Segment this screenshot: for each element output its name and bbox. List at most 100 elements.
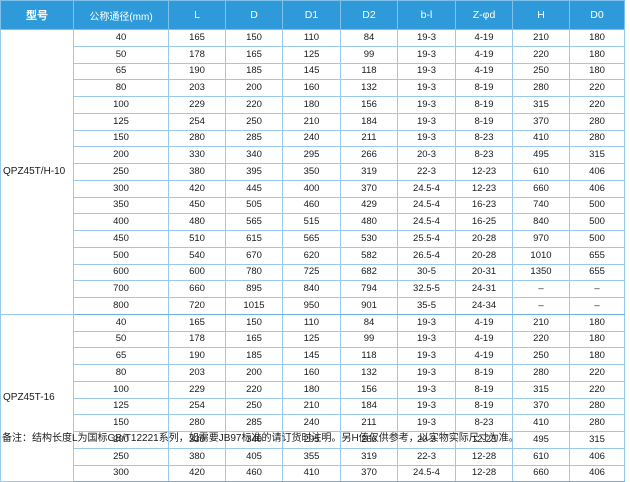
table-cell: 32.5-5: [397, 280, 456, 298]
table-cell: 19-3: [397, 331, 456, 349]
table-cell: 1015: [225, 297, 283, 315]
table-cell: 24.5-4: [397, 197, 456, 215]
table-cell: –: [512, 297, 570, 315]
table-cell: 330: [168, 146, 226, 164]
table-cell: 4-19: [455, 63, 513, 81]
table-row: 800 720 1015 950 901 35-5 24-34– –: [1, 297, 625, 315]
table-cell: 35-5: [397, 297, 456, 315]
table-row: 350 450 505 460 429 24.5-4 16-23 740 500: [1, 197, 625, 215]
table-cell: 250: [73, 163, 169, 181]
table-cell: 178: [168, 46, 226, 64]
table-cell: 211: [340, 414, 398, 432]
table-cell: 125: [73, 113, 169, 131]
table-cell: 8-19: [455, 113, 513, 131]
table-cell: 184: [340, 398, 398, 416]
table-cell: 125: [282, 46, 341, 64]
table-cell: 19-3: [397, 347, 456, 365]
table-cell: 229: [168, 96, 226, 114]
table-cell: 510: [168, 230, 226, 248]
table-cell: 80: [73, 364, 169, 382]
table-cell: 406: [569, 448, 625, 466]
table-row: 50 178 165 125 99 19-3 4-19 220 180: [1, 331, 625, 349]
table-cell: 901: [340, 297, 398, 315]
table-cell: 505: [225, 197, 283, 215]
table-cell: 480: [168, 213, 226, 231]
table-cell: 180: [569, 63, 625, 81]
table-cell: 220: [569, 96, 625, 114]
table-cell: 300: [73, 180, 169, 198]
table-cell: 220: [512, 46, 570, 64]
table-cell: 180: [569, 29, 625, 47]
table-cell: 12-28: [455, 448, 513, 466]
d-header: D: [225, 0, 283, 30]
table-cell: 210: [512, 29, 570, 47]
table-cell: 12-23: [455, 163, 513, 181]
table-cell: 99: [340, 331, 398, 349]
table-cell: 370: [512, 113, 570, 131]
table-cell: 370: [340, 180, 398, 198]
table-cell: 165: [168, 29, 226, 47]
table-cell: 380: [168, 448, 226, 466]
table-cell: 515: [282, 213, 341, 231]
table-cell: 19-3: [397, 29, 456, 47]
table-cell: 495: [512, 431, 570, 449]
table-cell: 20-28: [455, 247, 513, 265]
table-cell: 24.5-4: [397, 180, 456, 198]
table-cell: 180: [569, 331, 625, 349]
table-cell: 355: [282, 448, 341, 466]
table-cell: 132: [340, 364, 398, 382]
table-cell: 165: [168, 314, 226, 332]
table-row: 125 254 250 210 184 19-3 8-19 370 280: [1, 113, 625, 131]
table-cell: 200: [225, 364, 283, 382]
table-cell: 156: [340, 96, 398, 114]
table-cell: 450: [168, 197, 226, 215]
table-cell: 565: [225, 213, 283, 231]
table-cell: 280: [512, 364, 570, 382]
table-row: 250 380 395 350 319 22-3 12-23 610 406: [1, 163, 625, 181]
table-cell: 420: [168, 465, 226, 482]
table-cell: 150: [73, 130, 169, 148]
table-cell: 99: [340, 46, 398, 64]
table-cell: 240: [282, 130, 341, 148]
table-cell: 280: [168, 414, 226, 432]
table-cell: 319: [340, 163, 398, 181]
table-cell: 22-3: [397, 163, 456, 181]
table-row: QPZ45T/H-10 40 165 150 110 84 19-3 4-19 210 180: [0, 29, 625, 315]
nominal-diameter-header: 公称通径(mm): [73, 0, 169, 30]
table-cell: 165: [225, 46, 283, 64]
table-cell: 725: [282, 264, 341, 282]
table-row: 400 480 565 515 480 24.5-4 16-25 840 500: [1, 213, 625, 231]
b-l-header: b-l: [397, 0, 456, 30]
table-cell: 4-19: [455, 314, 513, 332]
table-cell: 266: [340, 146, 398, 164]
table-cell: 190: [168, 63, 226, 81]
table-cell: 50: [73, 331, 169, 349]
table-cell: 125: [282, 331, 341, 349]
table-cell: 240: [282, 414, 341, 432]
model-header: 型号: [0, 0, 74, 30]
table-cell: 280: [569, 414, 625, 432]
table-cell: 410: [512, 414, 570, 432]
table-cell: 65: [73, 347, 169, 365]
table-cell: 24-31: [455, 280, 513, 298]
table-cell: 655: [569, 247, 625, 265]
table-cell: 19-3: [397, 113, 456, 131]
table-cell: 660: [168, 280, 226, 298]
table-cell: 970: [512, 230, 570, 248]
table-cell: 4-19: [455, 347, 513, 365]
table-cell: 410: [512, 130, 570, 148]
table-cell: 254: [168, 398, 226, 416]
table-cell: 145: [282, 347, 341, 365]
table-cell: 22-3: [397, 448, 456, 466]
table-cell: 370: [340, 465, 398, 482]
table-cell: 495: [512, 146, 570, 164]
table-cell: 610: [512, 448, 570, 466]
table-cell: 8-23: [455, 130, 513, 148]
table-cell: 100: [73, 381, 169, 399]
table-cell: 250: [225, 113, 283, 131]
table-cell: 210: [512, 314, 570, 332]
table-cell: 84: [340, 29, 398, 47]
table-cell: 800: [73, 297, 169, 315]
table-cell: 203: [168, 364, 226, 382]
